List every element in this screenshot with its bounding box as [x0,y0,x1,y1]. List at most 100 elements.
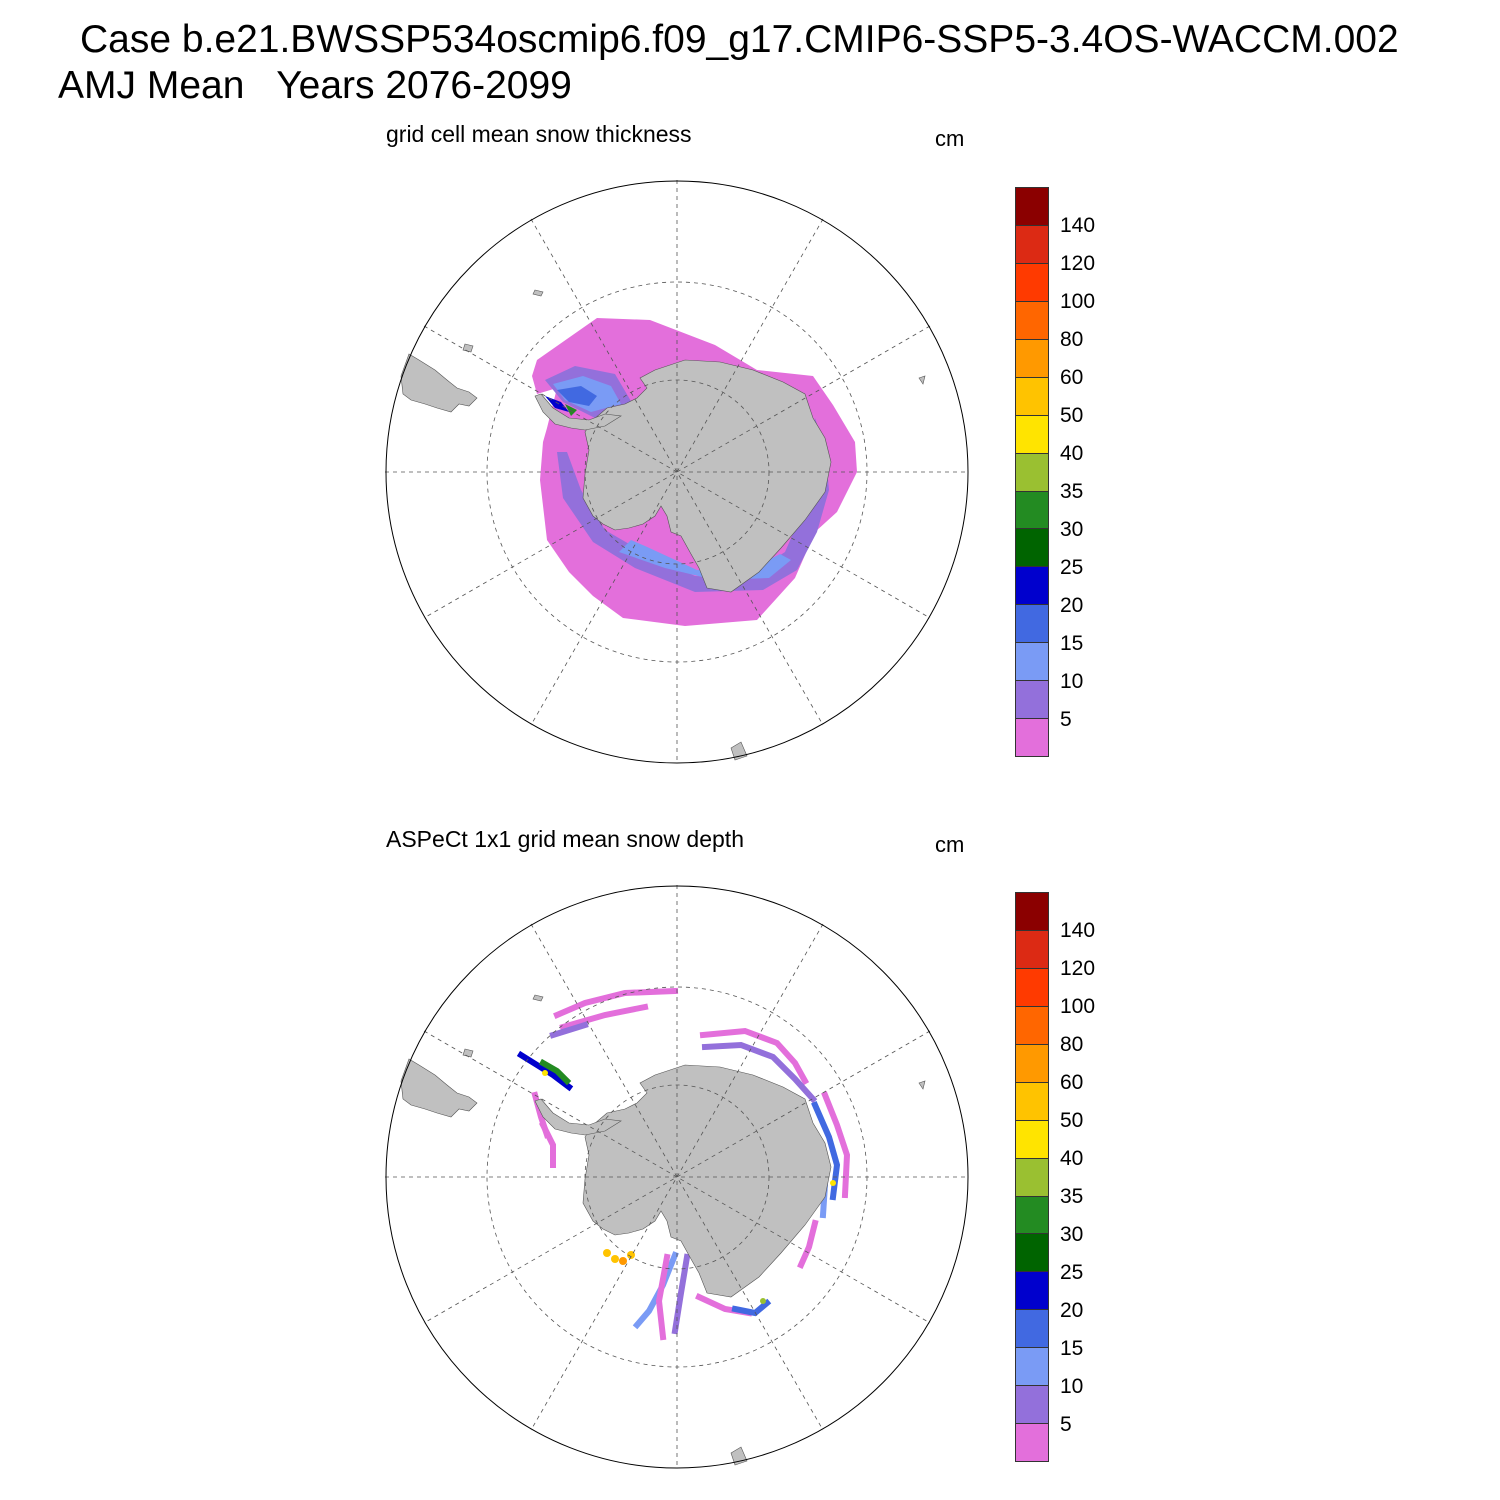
cbar2-box-35 [1016,1158,1048,1197]
cbar2-box-0 [1016,1424,1048,1462]
cbar2-label-35: 35 [1060,1185,1084,1208]
track-east-4 [797,1219,819,1269]
cbar2-label-30: 30 [1060,1223,1084,1246]
cbar1-label-80: 80 [1060,328,1084,351]
kerguelen-2 [918,1080,926,1090]
cbar1-box-10 [1016,643,1048,682]
cbar2-label-140: 140 [1060,919,1096,942]
cbar2-box-10 [1016,1348,1048,1387]
cbar2-label-15: 15 [1060,1337,1084,1360]
south-georgia [532,289,544,297]
track-ross-3 [655,1253,671,1341]
cbar2-box-25 [1016,1234,1048,1273]
cbar2-label-10: 10 [1060,1375,1084,1398]
track-indian-2 [701,1041,818,1104]
cbar2-label-50: 50 [1060,1109,1084,1132]
ross-high-3 [619,1257,627,1265]
cbar1-box-50 [1016,377,1048,416]
cbar2-box-40 [1016,1120,1048,1159]
panel2-colorbar [1015,892,1049,1462]
track-weddell-mid [559,1003,649,1031]
south-georgia-2 [532,994,544,1002]
cbar2-box-5 [1016,1386,1048,1425]
antarctica-landmass [582,359,832,593]
cbar2-label-60: 60 [1060,1071,1084,1094]
cbar1-box-60 [1016,339,1048,378]
cbar2-label-20: 20 [1060,1299,1084,1322]
cbar2-box-100 [1016,968,1048,1007]
cbar1-label-140: 140 [1060,214,1096,237]
panel2-graticule [385,885,969,1469]
panel2-polar-map [385,885,969,1469]
cbar1-label-25: 25 [1060,556,1084,579]
track-indian-1 [699,1027,810,1086]
cbar2-box-50 [1016,1082,1048,1121]
cbar2-box-30 [1016,1196,1048,1235]
south-america-landmass [400,353,478,413]
cbar1-box-40 [1016,415,1048,454]
cbar2-label-100: 100 [1060,995,1096,1018]
cbar1-label-100: 100 [1060,290,1096,313]
track-weddell-low [549,1021,589,1039]
ross-high-2 [611,1255,619,1263]
cbar1-label-30: 30 [1060,518,1084,541]
antarctic-peninsula [534,393,622,431]
case-title: Case b.e21.BWSSP534oscmip6.f09_g17.CMIP6… [80,18,1399,61]
track-weddell-green [538,1058,572,1086]
panel1-graticule [385,180,969,764]
falklands [462,343,474,353]
cbar1-box-25 [1016,529,1048,568]
antarctica-landmass-2 [582,1064,832,1298]
cbar2-label-25: 25 [1060,1261,1084,1284]
season-title: AMJ Mean Years 2076-2099 [58,64,572,107]
cbar1-box-30 [1016,491,1048,530]
east-high-1 [830,1180,836,1186]
cbar1-label-5: 5 [1060,708,1072,731]
panel2-units: cm [935,832,965,857]
cbar2-box-120 [1016,930,1048,969]
cbar1-label-50: 50 [1060,404,1084,427]
ross-high-1 [603,1249,611,1257]
track-ross-1 [632,1251,679,1330]
cbar1-box-20 [1016,567,1048,606]
south-america-landmass-2 [400,1058,478,1118]
cbar1-label-35: 35 [1060,480,1084,503]
cbar2-box-60 [1016,1044,1048,1083]
cbar1-box-35 [1016,453,1048,492]
cbar2-box-140plus [1016,893,1048,931]
panel2-high-values [542,1070,836,1304]
cbar2-box-15 [1016,1310,1048,1349]
track-wilkes [731,1298,772,1317]
cbar1-box-0 [1016,719,1048,757]
panel1-map-boundary [385,180,969,764]
weddell-high-1 [542,1070,548,1076]
snow-band-30-35 [565,404,577,416]
falklands-2 [462,1048,474,1058]
cbar1-box-140plus [1016,188,1048,226]
cbar1-box-80 [1016,301,1048,340]
cbar1-box-100 [1016,263,1048,302]
cbar1-box-15 [1016,605,1048,644]
snow-band-15-20 [557,386,597,406]
snow-band-20-25 [545,396,569,412]
cbar1-box-120 [1016,225,1048,264]
cbar2-label-80: 80 [1060,1033,1084,1056]
cbar1-label-120: 120 [1060,252,1096,275]
panel1-colorbar [1015,187,1049,757]
cbar2-label-120: 120 [1060,957,1096,980]
kerguelen [918,375,926,385]
cbar2-box-80 [1016,1006,1048,1045]
panel1-title: grid cell mean snow thickness [386,121,692,147]
cbar1-box-5 [1016,681,1048,720]
cbar1-label-10: 10 [1060,670,1084,693]
cbar1-label-60: 60 [1060,366,1084,389]
cbar2-label-5: 5 [1060,1413,1072,1436]
wilkes-high-1 [760,1298,766,1304]
cbar1-label-15: 15 [1060,632,1084,655]
cbar1-label-40: 40 [1060,442,1084,465]
panel1-polar-map [385,180,969,764]
panel2-title: ASPeCt 1x1 grid mean snow depth [386,826,744,852]
panel1-units: cm [935,126,965,151]
cbar1-label-20: 20 [1060,594,1084,617]
track-weddell-north [553,987,679,1019]
